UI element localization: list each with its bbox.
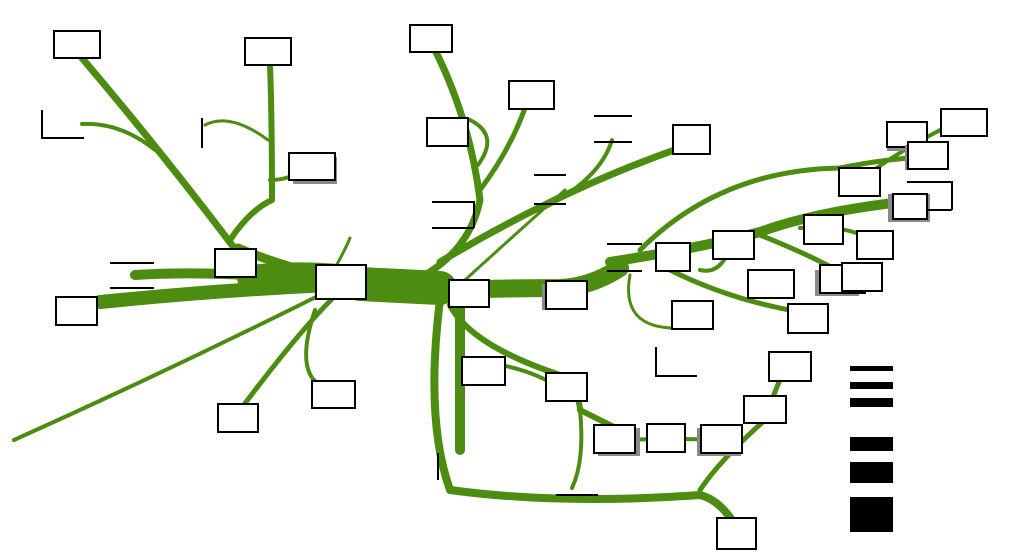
node-box[interactable] <box>655 242 691 272</box>
node-box[interactable] <box>53 30 101 59</box>
node-boxes <box>41 24 988 550</box>
node-box[interactable] <box>671 300 714 330</box>
flow-nw-main <box>78 54 236 249</box>
legend-bar-level-1 <box>850 366 893 371</box>
node-box[interactable] <box>409 24 453 53</box>
flow-ne-diag <box>463 188 567 282</box>
flow-nw-upper-c <box>203 119 270 142</box>
node-box[interactable] <box>716 517 757 550</box>
node-box[interactable] <box>217 403 259 433</box>
node-box[interactable] <box>747 269 795 299</box>
legend-bar-level-2 <box>850 382 893 389</box>
legend-bar-level-6 <box>850 497 893 532</box>
node-box[interactable] <box>508 80 555 110</box>
node-box[interactable] <box>672 124 711 155</box>
node-box[interactable] <box>545 372 588 402</box>
node-box[interactable] <box>907 141 949 170</box>
node-box[interactable] <box>55 296 98 326</box>
node-box[interactable] <box>214 248 257 278</box>
node-box-partial[interactable] <box>41 110 84 139</box>
node-box[interactable] <box>288 152 336 181</box>
flow-nw-upper <box>227 61 275 243</box>
node-box[interactable] <box>940 108 988 137</box>
node-box[interactable] <box>311 380 356 409</box>
flow-trunk-hub <box>343 267 457 305</box>
node-box[interactable] <box>426 117 469 147</box>
flow-e-low <box>667 267 803 315</box>
node-box[interactable] <box>838 167 881 197</box>
flow-e-upper <box>637 155 913 253</box>
node-box-partial[interactable] <box>655 347 697 377</box>
flow-e-low2 <box>627 273 682 330</box>
node-box[interactable] <box>787 303 829 334</box>
node-box[interactable] <box>244 37 292 66</box>
flow-width-legend <box>850 366 893 532</box>
node-box-hub[interactable] <box>315 264 367 300</box>
node-box-partial[interactable] <box>534 174 566 205</box>
node-box[interactable] <box>768 351 812 382</box>
legend-bar-level-4 <box>850 437 893 451</box>
node-box[interactable] <box>712 230 755 260</box>
flow-west-main <box>93 278 337 309</box>
node-box[interactable] <box>593 424 636 454</box>
flow-n-loop <box>468 118 490 167</box>
node-box[interactable] <box>448 279 490 308</box>
node-box[interactable] <box>646 423 686 453</box>
node-box-partial[interactable] <box>607 243 642 272</box>
flow-sw-long <box>12 288 332 442</box>
node-box-partial[interactable] <box>432 201 475 229</box>
flow-s-left <box>430 296 739 529</box>
flow-nw-side <box>80 121 157 152</box>
node-box[interactable] <box>892 193 928 220</box>
node-box-partial[interactable] <box>594 115 632 143</box>
flow-sw-short <box>237 293 338 413</box>
node-box-partial[interactable] <box>110 262 154 289</box>
legend-bar-level-5 <box>850 462 893 483</box>
node-box[interactable] <box>545 280 588 310</box>
flow-n-side <box>477 105 528 193</box>
node-box[interactable] <box>461 356 506 386</box>
node-box[interactable] <box>856 230 894 260</box>
node-box[interactable] <box>841 262 883 292</box>
node-box[interactable] <box>803 214 844 245</box>
node-box[interactable] <box>700 424 743 454</box>
flow-s-bot <box>570 408 584 490</box>
node-box[interactable] <box>743 395 787 424</box>
legend-bar-level-3 <box>850 398 893 407</box>
flow-sw-stub <box>333 236 352 270</box>
